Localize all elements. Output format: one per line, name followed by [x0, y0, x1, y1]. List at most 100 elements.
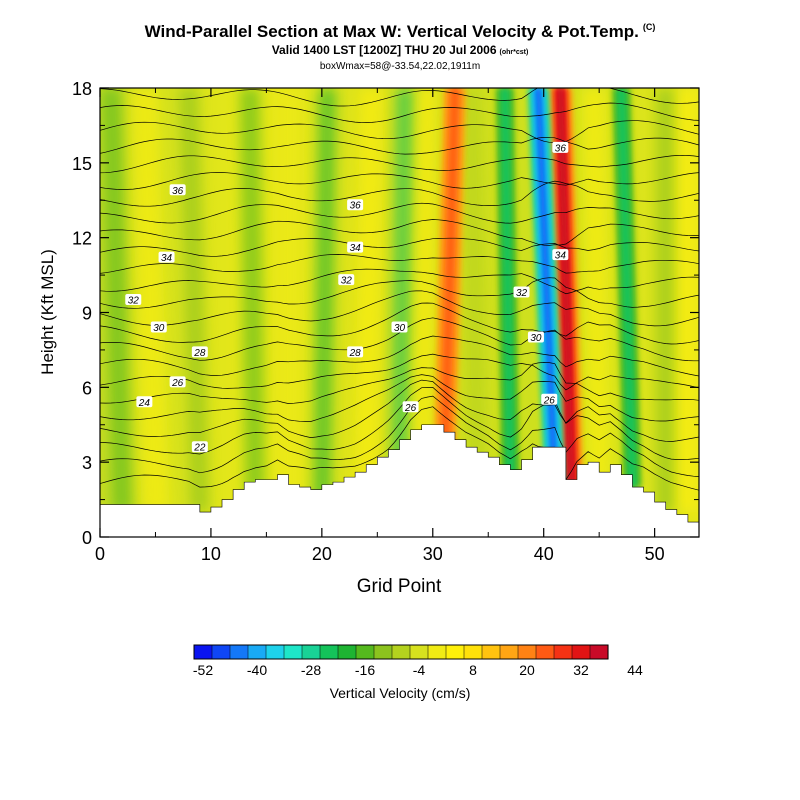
- contour-label: 30: [527, 331, 544, 344]
- colorbar-swatch: [571, 644, 591, 660]
- x-tick-label: 30: [423, 544, 443, 564]
- contour-label-text: 36: [555, 143, 567, 154]
- contour-label-bg: [527, 331, 544, 343]
- contour-label-text: 24: [138, 398, 151, 409]
- field-streak: [354, 88, 384, 513]
- velocity-band: [536, 88, 557, 488]
- theta-contour: [100, 254, 699, 274]
- x-axis-label: Grid Point: [357, 576, 442, 597]
- contour-label-bg: [391, 321, 408, 333]
- x-tick-label: 40: [534, 544, 554, 564]
- colorbar-tick-label: 32: [573, 662, 589, 678]
- theta-contour: [100, 268, 699, 295]
- y-tick-label: 12: [72, 229, 92, 249]
- contour-label-bg: [338, 274, 355, 286]
- theta-contours: [100, 88, 699, 491]
- contour-label-text: 26: [171, 378, 184, 389]
- colorbar-tick-label: -40: [247, 662, 267, 678]
- theta-contour: [100, 102, 699, 123]
- copyright-mark: (C): [642, 22, 656, 33]
- field-streak: [239, 88, 266, 513]
- y-tick-label: 9: [82, 304, 92, 324]
- theta-contour: [100, 317, 699, 362]
- contour-label-bg: [191, 346, 208, 358]
- colorbar-tick-label: -52: [193, 662, 213, 678]
- theta-contour: [100, 120, 699, 143]
- contour-label-bg: [191, 441, 208, 453]
- contour-label-text: 32: [516, 288, 528, 299]
- contour-label-text: 22: [193, 443, 206, 454]
- contour-label-text: 26: [404, 403, 417, 414]
- contour-label-bg: [169, 184, 186, 196]
- contour-label: 36: [169, 184, 186, 197]
- x-tick-label: 20: [312, 544, 332, 564]
- contour-label-bg: [541, 393, 558, 405]
- colorbar-swatch: [535, 644, 555, 660]
- chart-subtitle-text: Valid 1400 LST [1200Z] THU 20 Jul 2006: [271, 43, 497, 57]
- contour-label-text: 32: [341, 276, 353, 287]
- chart-subtitle-secondary: boxWmax=58@-33.54,22.02,1911m: [319, 61, 481, 72]
- contour-label-text: 34: [350, 243, 362, 254]
- colorbar-swatch: [553, 644, 573, 660]
- y-tick-label: 0: [82, 528, 92, 548]
- contour-label: 24: [136, 396, 153, 409]
- theta-contour: [100, 362, 699, 404]
- colorbar-swatch: [247, 644, 267, 660]
- contour-label: 30: [150, 321, 167, 334]
- theta-contour: [100, 353, 699, 391]
- field-streak: [461, 88, 488, 513]
- x-tick-label: 10: [201, 544, 221, 564]
- colorbar-tick-label: 8: [469, 662, 477, 678]
- contour-label-text: 26: [543, 395, 556, 406]
- colorbar-tick-label: 44: [627, 662, 643, 678]
- theta-contour: [100, 88, 699, 107]
- contour-label-bg: [136, 396, 153, 408]
- colorbar-tick-label: 20: [519, 662, 535, 678]
- velocity-band: [440, 88, 458, 488]
- contour-label: 26: [402, 401, 419, 414]
- contour-label-text: 34: [555, 251, 567, 262]
- velocity-band: [499, 88, 516, 488]
- colorbar-swatch: [193, 644, 213, 660]
- theta-contour: [100, 277, 699, 309]
- theta-contour: [100, 395, 699, 477]
- contour-label-bg: [150, 321, 167, 333]
- colorbar-swatch: [319, 644, 339, 660]
- field-streak: [276, 88, 301, 513]
- colorbar-swatch: [265, 644, 285, 660]
- terrain-surface: [99, 424, 700, 538]
- colorbar-swatch: [337, 644, 357, 660]
- contour-label-text: 30: [394, 323, 406, 334]
- chart-subtitle: Valid 1400 LST [1200Z] THU 20 Jul 2006 (o…: [0, 43, 800, 57]
- colorbar-swatch: [373, 644, 393, 660]
- colorbar-swatch: [301, 644, 321, 660]
- contour-label: 36: [552, 141, 569, 154]
- chart-subtitle-note: (ohr*cst): [499, 49, 529, 56]
- contour-label-text: 36: [350, 201, 362, 212]
- colorbar-swatch: [481, 644, 501, 660]
- colorbar-tick-label: -16: [355, 662, 375, 678]
- field-streak: [677, 88, 698, 513]
- contour-label: 28: [191, 346, 208, 359]
- theta-contour: [100, 202, 699, 224]
- contour-label-bg: [513, 286, 530, 298]
- contour-label-bg: [347, 241, 364, 253]
- theta-contour: [100, 219, 699, 246]
- theta-contour: [100, 335, 699, 377]
- field-streak: [655, 88, 676, 513]
- contour-label-text: 28: [349, 348, 362, 359]
- theta-contour: [100, 154, 699, 174]
- y-tick-label: 18: [72, 79, 92, 99]
- theta-contour: [100, 379, 699, 442]
- contour-label: 34: [158, 251, 175, 264]
- colorbar-swatch: [589, 644, 609, 660]
- colorbar-swatch: [283, 644, 303, 660]
- contour-label-text: 34: [161, 253, 173, 264]
- contour-label-text: 32: [128, 296, 140, 307]
- colorbar-swatch: [355, 644, 375, 660]
- field-streak: [178, 88, 210, 513]
- contour-label: 32: [338, 274, 355, 287]
- contour-label-bg: [552, 141, 569, 153]
- x-tick-label: 0: [95, 544, 105, 564]
- field-streak: [101, 88, 133, 513]
